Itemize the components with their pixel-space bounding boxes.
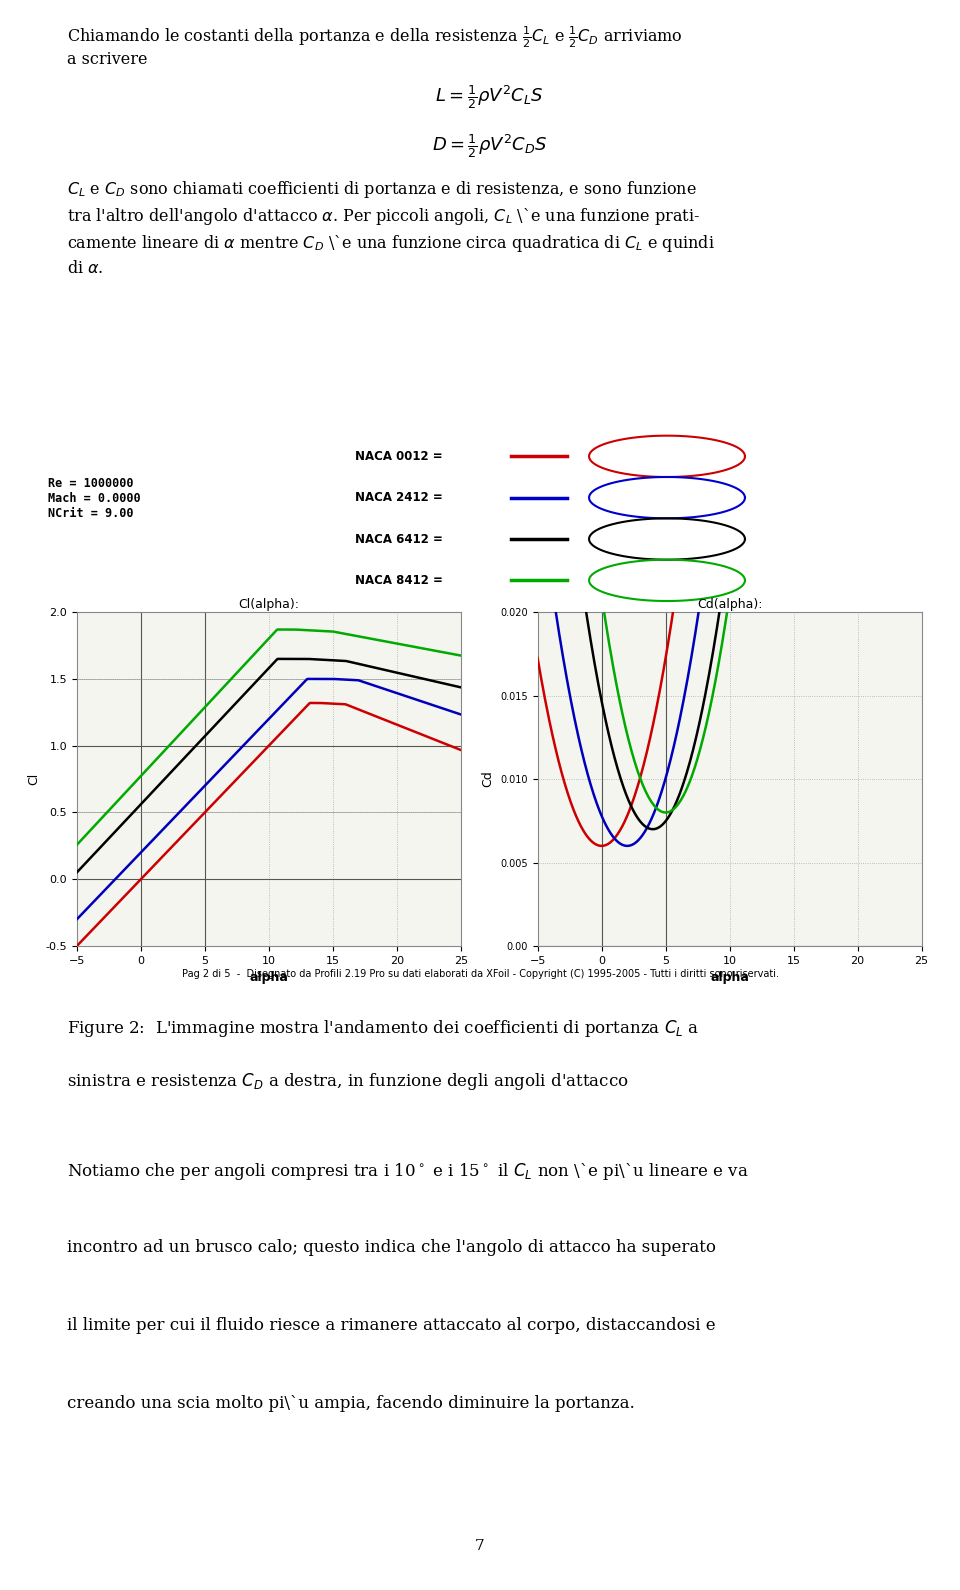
Text: NACA 6412 =: NACA 6412 = [355, 533, 444, 545]
Text: 7: 7 [475, 1539, 485, 1553]
Text: sinistra e resistenza $C_D$ a destra, in funzione degli angoli d'attacco: sinistra e resistenza $C_D$ a destra, in… [67, 1072, 629, 1092]
Y-axis label: Cl: Cl [27, 773, 40, 785]
Text: Re = 1000000
Mach = 0.0000
NCrit = 9.00: Re = 1000000 Mach = 0.0000 NCrit = 9.00 [48, 477, 140, 520]
Text: di $\alpha$.: di $\alpha$. [67, 261, 104, 277]
Title: Cl(alpha):: Cl(alpha): [238, 598, 300, 611]
Text: NACA 8412 =: NACA 8412 = [355, 574, 444, 587]
Text: incontro ad un brusco calo; questo indica che l'angolo di attacco ha superato: incontro ad un brusco calo; questo indic… [67, 1239, 716, 1256]
Text: Figure 2:  L'immagine mostra l'andamento dei coefficienti di portanza $C_L$ a: Figure 2: L'immagine mostra l'andamento … [67, 1018, 700, 1038]
Text: camente lineare di $\alpha$ mentre $C_D$ \`e una funzione circa quadratica di $C: camente lineare di $\alpha$ mentre $C_D$… [67, 234, 715, 254]
X-axis label: alpha: alpha [250, 971, 288, 984]
Text: tra l'altro dell'angolo d'attacco $\alpha$. Per piccoli angoli, $C_L$ \`e una fu: tra l'altro dell'angolo d'attacco $\alph… [67, 207, 701, 227]
Y-axis label: Cd: Cd [482, 771, 494, 787]
Text: $L = \frac{1}{2}\rho V^2 C_L S$: $L = \frac{1}{2}\rho V^2 C_L S$ [435, 83, 544, 111]
Text: NACA 2412 =: NACA 2412 = [355, 491, 443, 504]
Text: $C_L$ e $C_D$ sono chiamati coefficienti di portanza e di resistenza, e sono fun: $C_L$ e $C_D$ sono chiamati coefficienti… [67, 180, 697, 200]
X-axis label: alpha: alpha [710, 971, 749, 984]
Text: $D = \frac{1}{2}\rho V^2 C_D S$: $D = \frac{1}{2}\rho V^2 C_D S$ [432, 132, 547, 161]
Text: Chiamando le costanti della portanza e della resistenza $\frac{1}{2}C_L$ e $\fra: Chiamando le costanti della portanza e d… [67, 24, 683, 49]
Text: Pag 2 di 5  -  Disegnato da Profili 2.19 Pro su dati elaborati da XFoil - Copyri: Pag 2 di 5 - Disegnato da Profili 2.19 P… [181, 968, 779, 979]
Title: Cd(alpha):: Cd(alpha): [697, 598, 762, 611]
Text: creando una scia molto pi\`u ampia, facendo diminuire la portanza.: creando una scia molto pi\`u ampia, face… [67, 1396, 635, 1412]
Text: NACA 0012 =: NACA 0012 = [355, 450, 443, 463]
Text: a scrivere: a scrivere [67, 51, 148, 68]
Text: il limite per cui il fluido riesce a rimanere attaccato al corpo, distaccandosi : il limite per cui il fluido riesce a rim… [67, 1317, 716, 1334]
Text: Notiamo che per angoli compresi tra i 10$^\circ$ e i 15$^\circ$ il $C_L$ non \`e: Notiamo che per angoli compresi tra i 10… [67, 1161, 749, 1181]
